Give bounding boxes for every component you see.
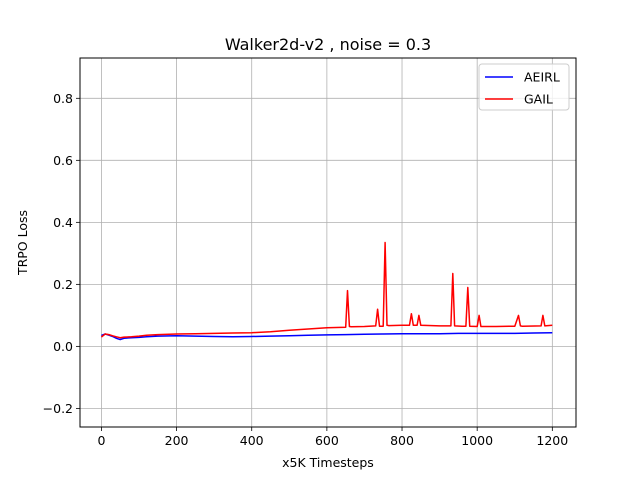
legend-label-aeirl: AEIRL: [524, 70, 560, 85]
y-tick-label: 0.0: [53, 339, 73, 354]
plot-frame: [79, 57, 577, 428]
tick-layer: 0 200 400 600 800 1000 1200 −0.2 0.0 0.2 0.4 0.6 0.8: [43, 91, 569, 448]
x-tick-label: 1000: [461, 433, 493, 448]
y-axis-label: TRPO Loss: [15, 210, 30, 276]
y-tick-label: 0.4: [53, 215, 73, 230]
x-tick-label: 0: [97, 433, 105, 448]
x-tick-label: 800: [390, 433, 414, 448]
x-tick-label: 1200: [536, 433, 568, 448]
x-tick-label: 400: [240, 433, 264, 448]
y-tick-label: −0.2: [43, 401, 73, 416]
y-tick-label: 0.6: [53, 153, 73, 168]
legend: AEIRL GAIL: [478, 63, 570, 111]
x-tick-label: 600: [315, 433, 339, 448]
series-layer: [100, 241, 553, 341]
x-axis-label: x5K Timesteps: [282, 455, 374, 470]
x-tick-label: 200: [165, 433, 189, 448]
legend-label-gail: GAIL: [524, 92, 553, 107]
series-line-gail: [100, 241, 553, 339]
chart-title: Walker2d-v2 , noise = 0.3: [225, 35, 431, 54]
y-tick-label: 0.2: [53, 277, 73, 292]
series-line-aeirl: [101, 331, 553, 341]
y-tick-label: 0.8: [53, 91, 73, 106]
grid-layer: [80, 58, 576, 427]
